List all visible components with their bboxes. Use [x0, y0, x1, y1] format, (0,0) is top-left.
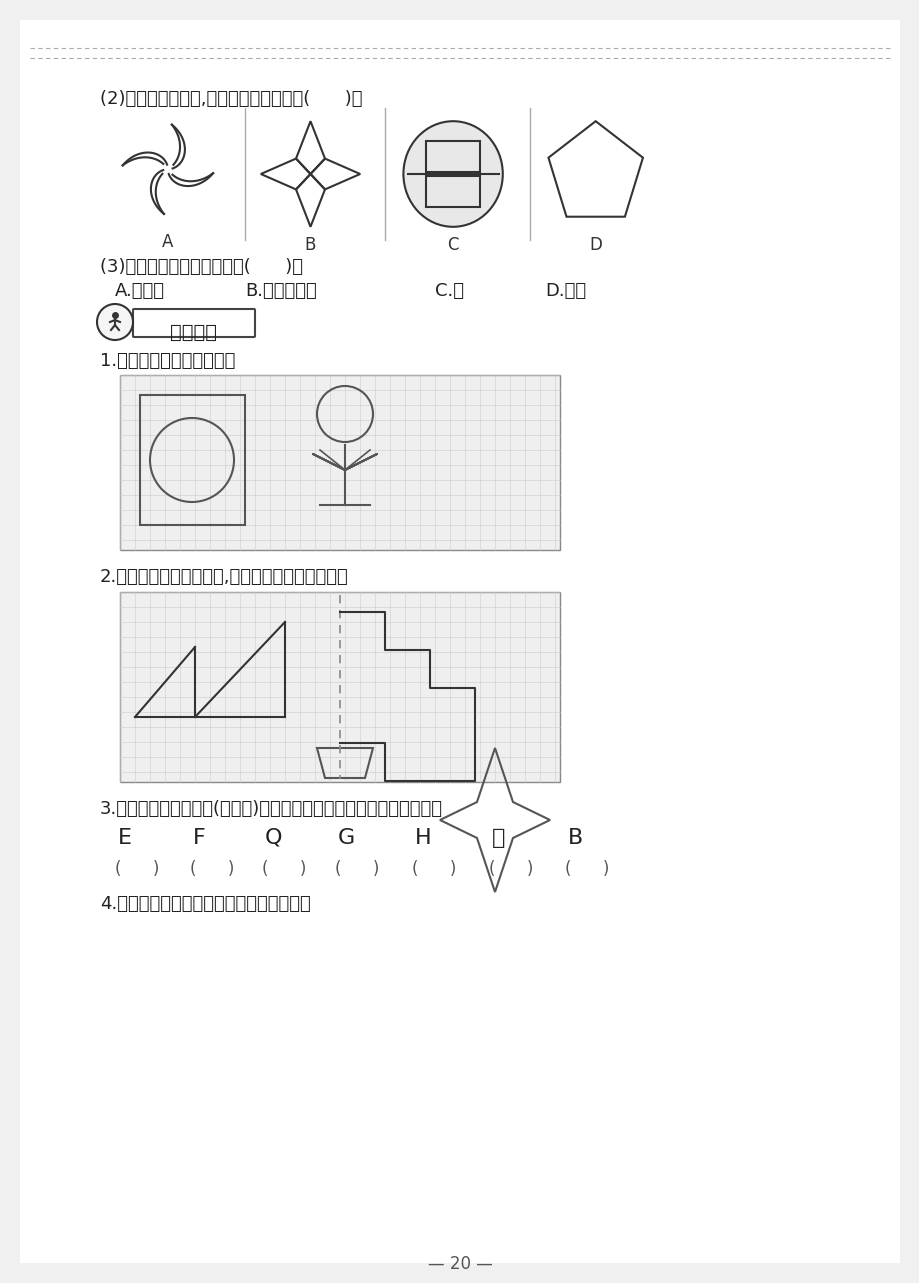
Text: (      ): ( ) — [190, 860, 234, 878]
Text: 课后作业: 课后作业 — [170, 323, 217, 343]
Text: (      ): ( ) — [564, 860, 608, 878]
Text: B.平行四边形: B.平行四边形 — [244, 282, 316, 300]
Text: F: F — [193, 828, 206, 848]
Circle shape — [96, 304, 133, 340]
Text: G: G — [337, 828, 355, 848]
Text: B: B — [567, 828, 583, 848]
Text: A: A — [162, 234, 174, 251]
FancyBboxPatch shape — [133, 309, 255, 337]
Bar — [425, 176, 480, 207]
Text: (      ): ( ) — [335, 860, 379, 878]
Text: (2)下列各种图形中,不是轴对称图形的是(      )。: (2)下列各种图形中,不是轴对称图形的是( )。 — [100, 90, 362, 108]
Bar — [119, 591, 560, 783]
Text: A.长方形: A.长方形 — [115, 282, 165, 300]
Text: 2.画出下面图形的另一半,使得它们是轴对称图形。: 2.画出下面图形的另一半,使得它们是轴对称图形。 — [100, 568, 348, 586]
Text: 4.列举生活中所见到的轴对称图形的例子。: 4.列举生活中所见到的轴对称图形的例子。 — [100, 896, 311, 913]
Bar — [425, 141, 480, 172]
Text: (      ): ( ) — [115, 860, 159, 878]
Bar — [119, 375, 560, 550]
Text: B: B — [304, 236, 316, 254]
Text: (      ): ( ) — [262, 860, 306, 878]
Text: D: D — [589, 236, 601, 254]
Circle shape — [403, 121, 503, 227]
Text: (      ): ( ) — [489, 860, 533, 878]
Text: Q: Q — [265, 828, 282, 848]
Text: E: E — [118, 828, 131, 848]
Text: (      ): ( ) — [412, 860, 456, 878]
Text: D.半圆: D.半圆 — [544, 282, 585, 300]
Text: 第: 第 — [492, 828, 505, 848]
Bar — [140, 395, 244, 525]
Text: C: C — [447, 236, 459, 254]
Text: 3.请指出下列哪些字母(或文字)是轴对称图形？在下面的括号里打钉。: 3.请指出下列哪些字母(或文字)是轴对称图形？在下面的括号里打钉。 — [100, 801, 443, 819]
Text: H: H — [414, 828, 431, 848]
Text: (3)下面不是轴对称图形的是(      )。: (3)下面不是轴对称图形的是( )。 — [100, 258, 302, 276]
Text: 1.画出下列图形的对称轴。: 1.画出下列图形的对称轴。 — [100, 352, 235, 370]
Text: — 20 —: — 20 — — [427, 1255, 492, 1273]
Text: C.圆: C.圆 — [435, 282, 463, 300]
